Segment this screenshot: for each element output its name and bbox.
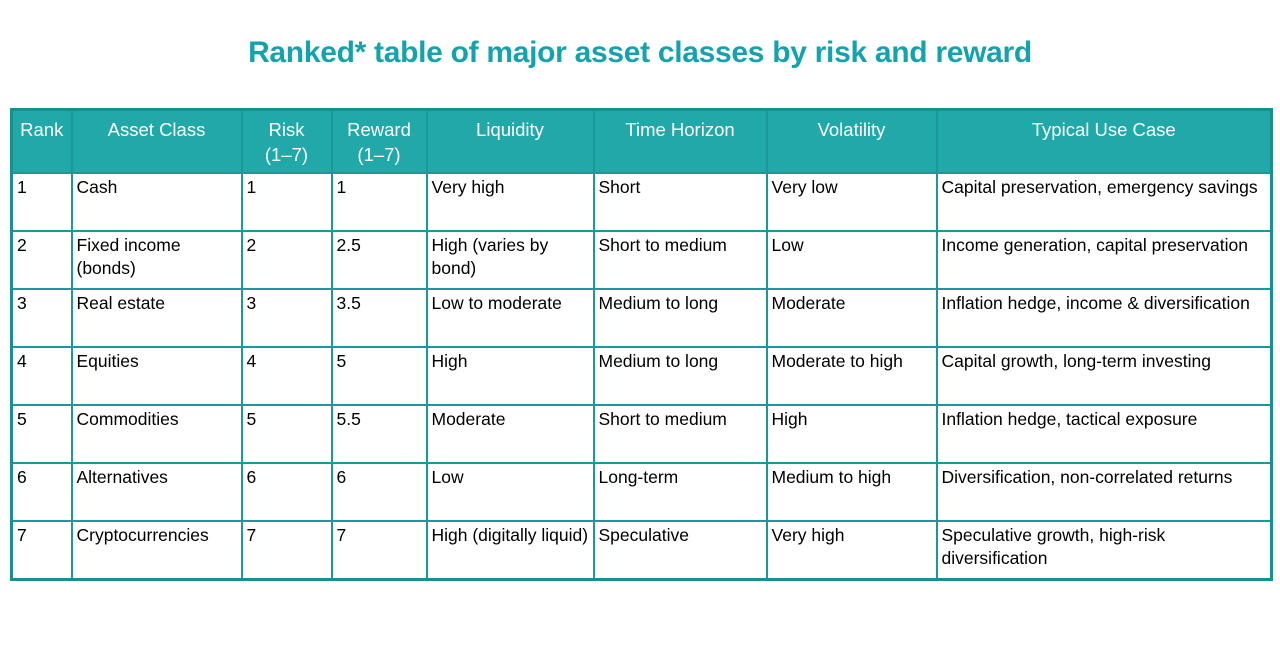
cell-risk: 6 [240,461,333,522]
cell-reward: 3.5 [330,287,428,348]
col-header-rank: Rank [10,108,73,174]
table-row: 7 Cryptocurrencies 7 7 High (digitally l… [10,519,1273,581]
col-header-time-horizon: Time Horizon [592,108,768,174]
cell-asset-class: Cryptocurrencies [70,519,243,581]
col-header-rank-label: Rank [20,119,64,140]
cell-time-horizon: Short to medium [592,403,768,464]
cell-typical-use-case: Capital preservation, emergency savings [935,171,1273,232]
cell-time-horizon: Short [592,171,768,232]
cell-asset-class: Commodities [70,403,243,464]
col-header-risk-label: Risk [268,119,305,140]
cell-time-horizon: Short to medium [592,229,768,290]
cell-volatility: Low [765,229,938,290]
cell-liquidity: Low [425,461,595,522]
cell-time-horizon: Medium to long [592,287,768,348]
cell-reward: 5 [330,345,428,406]
cell-risk: 4 [240,345,333,406]
cell-time-horizon: Long-term [592,461,768,522]
cell-typical-use-case: Diversification, non-correlated returns [935,461,1273,522]
cell-risk: 3 [240,287,333,348]
cell-liquidity: High (varies by bond) [425,229,595,290]
col-header-volatility-label: Volatility [817,119,886,140]
asset-class-table: Rank Asset Class Risk (1–7) Reward (1–7) L… [10,108,1273,581]
cell-rank: 1 [10,171,73,232]
cell-rank: 5 [10,403,73,464]
cell-asset-class: Cash [70,171,243,232]
col-header-risk-scale: (1–7) [264,143,309,165]
table-row: 1 Cash 1 1 Very high Short Very low Capi… [10,171,1273,232]
cell-typical-use-case: Capital growth, long-term investing [935,345,1273,406]
cell-liquidity: Low to moderate [425,287,595,348]
cell-rank: 7 [10,519,73,581]
table-row: 6 Alternatives 6 6 Low Long-term Medium … [10,461,1273,522]
col-header-asset-class: Asset Class [70,108,243,174]
cell-reward: 7 [330,519,428,581]
table-row: 2 Fixed income (bonds) 2 2.5 High (varie… [10,229,1273,290]
col-header-time-horizon-label: Time Horizon [625,119,735,140]
cell-asset-class: Real estate [70,287,243,348]
cell-time-horizon: Speculative [592,519,768,581]
cell-risk: 7 [240,519,333,581]
col-header-reward-label: Reward [347,119,411,140]
page-title: Ranked* table of major asset classes by … [248,36,1032,69]
cell-volatility: Very high [765,519,938,581]
cell-volatility: Very low [765,171,938,232]
cell-typical-use-case: Inflation hedge, income & diversificatio… [935,287,1273,348]
col-header-risk: Risk (1–7) [240,108,333,174]
col-header-typical-use-case: Typical Use Case [935,108,1273,174]
table-row: 3 Real estate 3 3.5 Low to moderate Medi… [10,287,1273,348]
cell-typical-use-case: Inflation hedge, tactical exposure [935,403,1273,464]
cell-rank: 4 [10,345,73,406]
cell-liquidity: High [425,345,595,406]
cell-risk: 5 [240,403,333,464]
cell-liquidity: Very high [425,171,595,232]
cell-reward: 2.5 [330,229,428,290]
cell-risk: 1 [240,171,333,232]
cell-volatility: High [765,403,938,464]
cell-liquidity: High (digitally liquid) [425,519,595,581]
col-header-reward-scale: (1–7) [357,143,401,165]
col-header-liquidity: Liquidity [425,108,595,174]
cell-volatility: Moderate to high [765,345,938,406]
table-header-row: Rank Asset Class Risk (1–7) Reward (1–7) L… [10,108,1273,174]
cell-time-horizon: Medium to long [592,345,768,406]
cell-reward: 6 [330,461,428,522]
col-header-typical-use-case-label: Typical Use Case [1031,119,1176,140]
cell-asset-class: Alternatives [70,461,243,522]
cell-typical-use-case: Income generation, capital preservation [935,229,1273,290]
cell-reward: 1 [330,171,428,232]
col-header-liquidity-label: Liquidity [476,119,544,140]
table-row: 4 Equities 4 5 High Medium to long Moder… [10,345,1273,406]
cell-reward: 5.5 [330,403,428,464]
table-row: 5 Commodities 5 5.5 Moderate Short to me… [10,403,1273,464]
cell-liquidity: Moderate [425,403,595,464]
cell-risk: 2 [240,229,333,290]
cell-volatility: Moderate [765,287,938,348]
cell-rank: 2 [10,229,73,290]
col-header-reward: Reward (1–7) [330,108,428,174]
col-header-volatility: Volatility [765,108,938,174]
col-header-asset-class-label: Asset Class [107,119,206,140]
cell-volatility: Medium to high [765,461,938,522]
cell-asset-class: Fixed income (bonds) [70,229,243,290]
cell-asset-class: Equities [70,345,243,406]
cell-rank: 3 [10,287,73,348]
cell-typical-use-case: Speculative growth, high-risk diversific… [935,519,1273,581]
cell-rank: 6 [10,461,73,522]
